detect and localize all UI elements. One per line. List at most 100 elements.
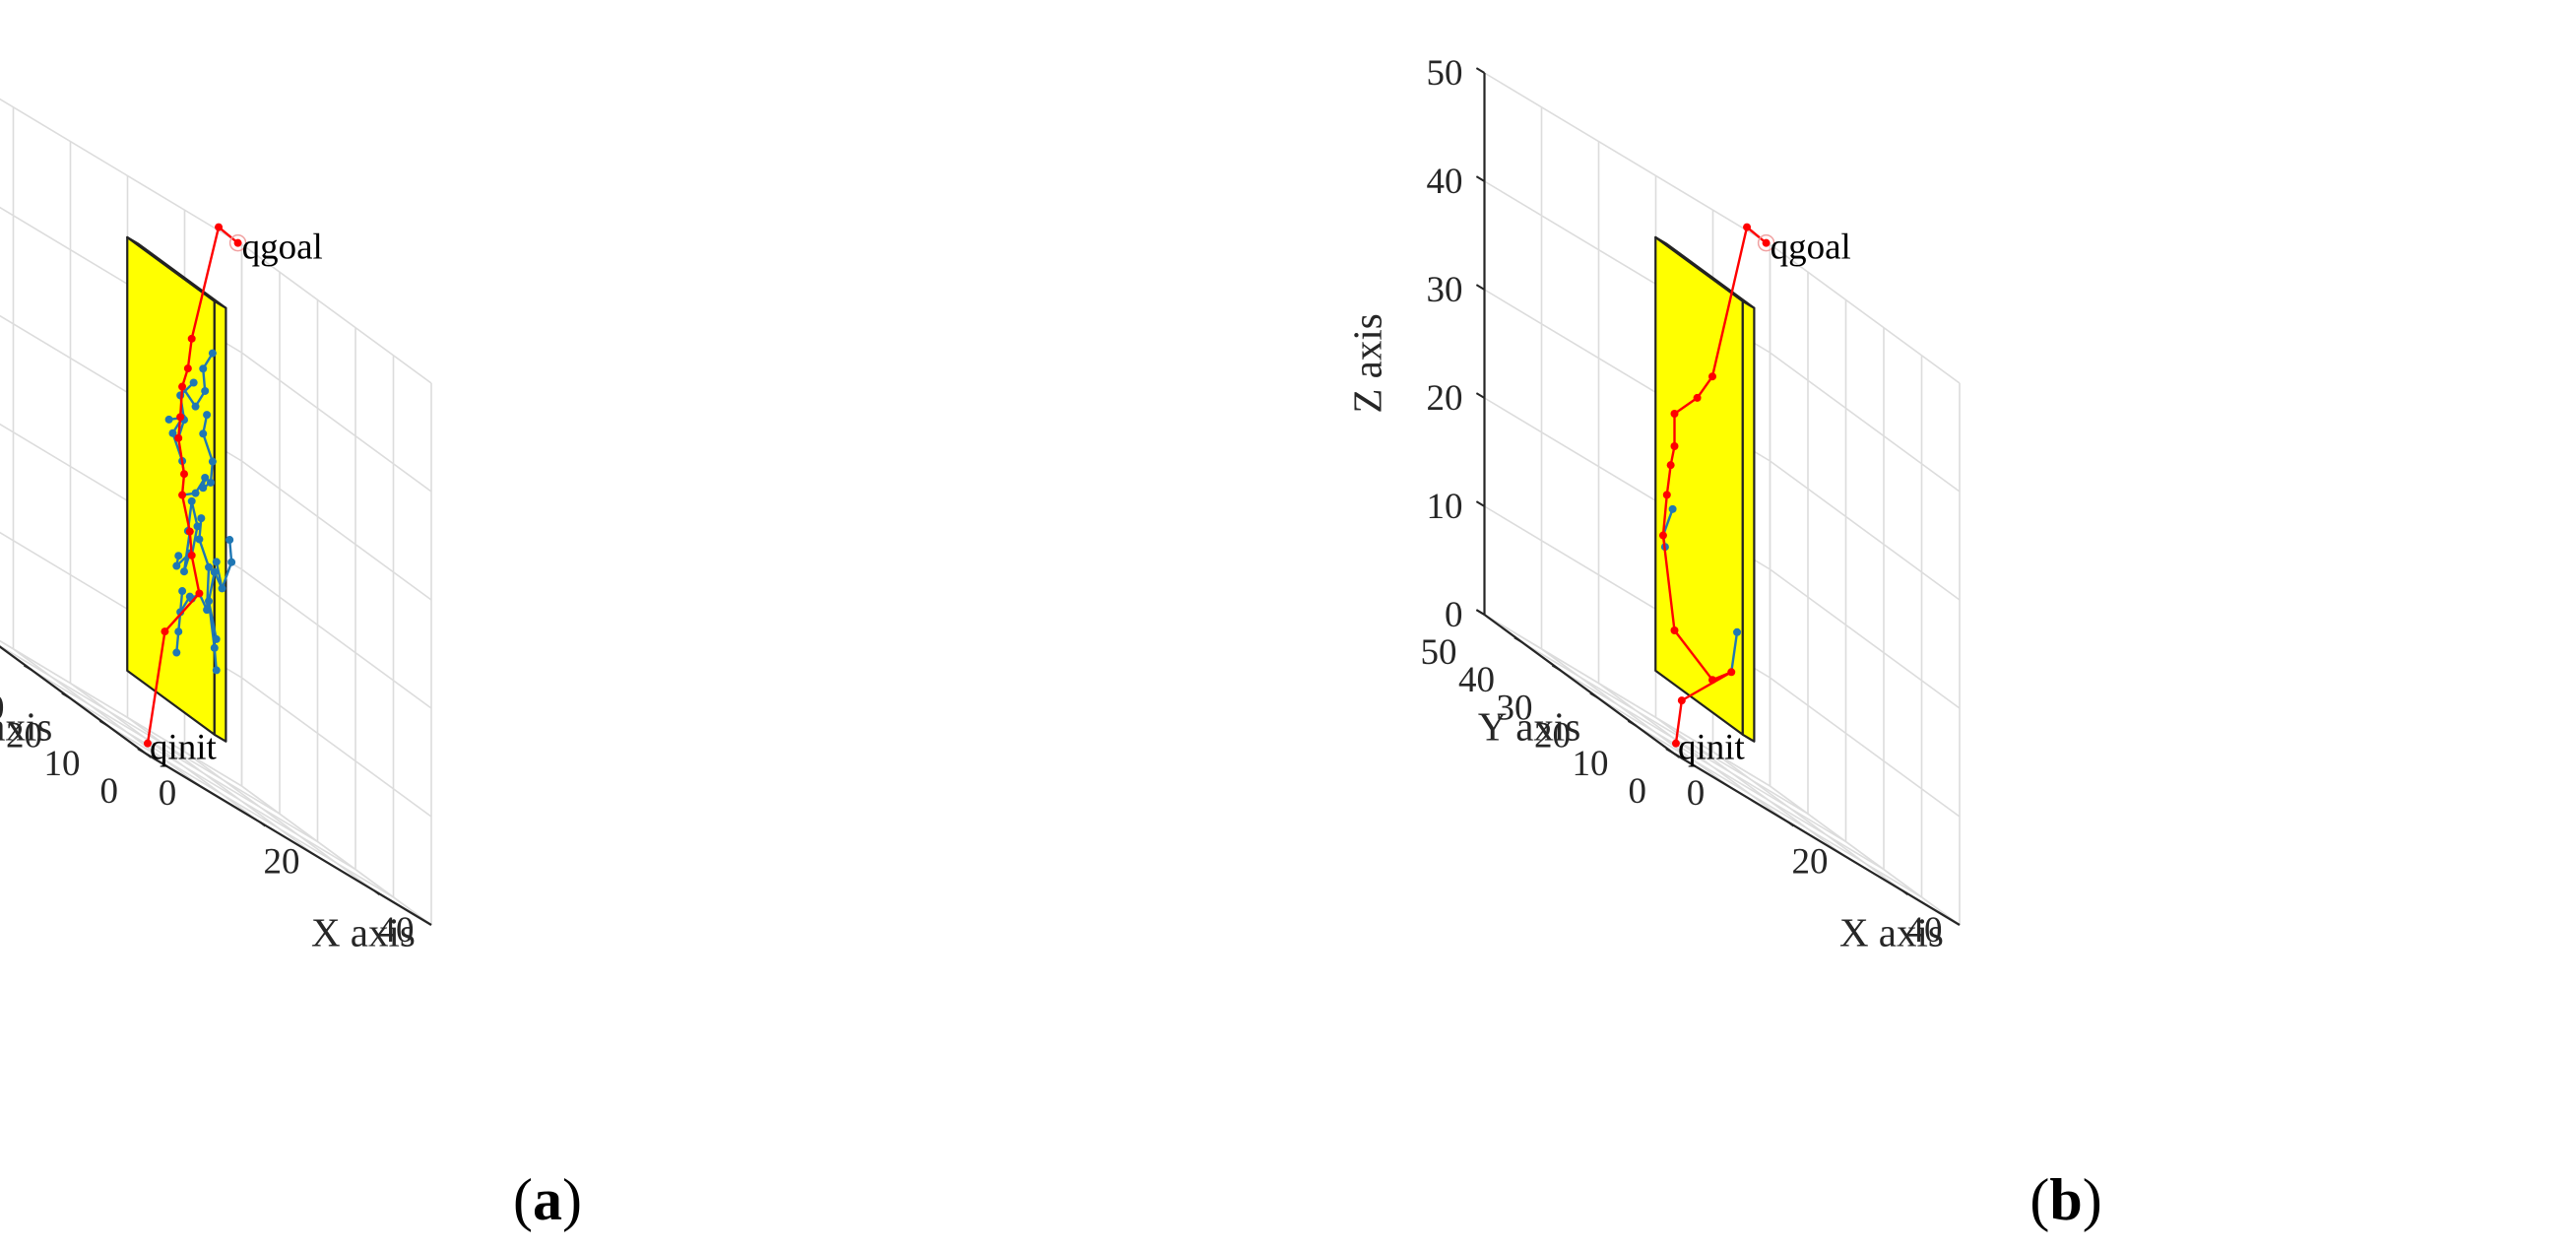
qinit-label: qinit — [1678, 728, 1746, 768]
x-axis-title: X axis — [1839, 910, 1944, 955]
path-node — [174, 433, 183, 442]
grid-line — [1597, 696, 1885, 871]
x-tick-label: 0 — [1687, 773, 1706, 814]
x-tick-mark — [1673, 753, 1680, 758]
path-node — [1670, 410, 1679, 418]
caption-close: ) — [2083, 1167, 2102, 1232]
qgoal-marker — [228, 233, 247, 252]
tree-node — [174, 552, 183, 560]
tree-node — [212, 634, 221, 643]
grid-line — [241, 677, 432, 818]
path-node — [185, 527, 194, 536]
qgoal-label: qgoal — [1771, 228, 1851, 268]
y-axis-line — [0, 645, 147, 755]
obstacle-side-face — [1741, 299, 1756, 743]
z-tick-mark — [1475, 67, 1486, 74]
tree-node — [189, 378, 198, 387]
y-tick-mark — [1513, 636, 1523, 644]
z-tick-label: 40 — [1427, 162, 1463, 202]
qgoal-marker — [1757, 233, 1775, 252]
caption-letter: b — [2049, 1167, 2082, 1232]
path-node — [161, 627, 169, 636]
tree-node — [1668, 504, 1677, 513]
path-group — [143, 223, 242, 748]
grid-line — [107, 725, 394, 898]
y-tick-label: 0 — [1629, 771, 1647, 812]
y-tick-label: 50 — [1421, 632, 1457, 673]
caption-close: ) — [562, 1167, 582, 1232]
z-tick-mark — [1475, 609, 1486, 616]
z-tick-label: 10 — [1427, 487, 1463, 527]
tree-edge — [181, 385, 197, 408]
grid-line — [69, 696, 356, 871]
tree-node — [172, 648, 181, 657]
path-node — [178, 491, 187, 499]
tree-node — [187, 496, 196, 505]
path-node — [215, 223, 224, 231]
y-tick-label: 10 — [44, 744, 81, 784]
tree-edge — [221, 561, 233, 589]
tree-edge — [207, 571, 216, 602]
grid-line — [32, 669, 318, 843]
z-tick-label: 0 — [1445, 595, 1463, 635]
grid-line — [241, 785, 432, 926]
x-axis-title: X axis — [311, 910, 416, 955]
path-node — [180, 470, 188, 479]
tree-edge — [205, 566, 211, 611]
x-tick-label: 20 — [1792, 842, 1829, 883]
path-node — [1658, 531, 1667, 540]
axes-lines — [0, 645, 432, 926]
z-tick-mark — [1475, 175, 1486, 182]
tree-node — [164, 415, 173, 424]
path-node — [187, 551, 196, 559]
x-tick-mark — [1901, 889, 1908, 895]
grid-line — [1484, 614, 1771, 787]
y-tick-label: 20 — [1534, 716, 1571, 757]
grid-line — [241, 460, 432, 601]
panel-caption: (a) — [513, 1167, 582, 1232]
grid-line — [241, 243, 432, 384]
path-node — [233, 238, 242, 247]
y-tick-mark — [1551, 664, 1562, 672]
z-tick-mark — [1475, 500, 1486, 507]
grid-line — [1770, 460, 1961, 601]
x-tick-label: 0 — [159, 773, 177, 814]
tree-node — [1733, 627, 1742, 636]
path-node — [1670, 442, 1679, 450]
y-axis-title: Y axis — [1478, 704, 1580, 750]
path-node — [178, 382, 187, 391]
tree-node — [212, 558, 221, 566]
path-node — [1666, 461, 1675, 470]
grid-line — [1484, 72, 1771, 245]
x-tick-label: 20 — [264, 842, 300, 883]
tree-edge — [190, 500, 199, 527]
path-node — [1727, 668, 1736, 677]
path-node — [1693, 393, 1702, 402]
tree-edge — [202, 432, 215, 462]
x-tick-mark — [259, 821, 266, 827]
grid-line — [1770, 568, 1961, 709]
tree-node — [212, 666, 221, 675]
y-tick-label: 40 — [1458, 660, 1495, 700]
path-node — [1662, 491, 1671, 499]
x-tick-mark — [1787, 821, 1794, 827]
x-tick-mark — [145, 753, 152, 758]
y-tick-mark — [137, 748, 147, 755]
path-node — [1762, 238, 1771, 247]
y-tick-mark — [98, 720, 109, 727]
path-line — [146, 226, 239, 744]
path-node — [187, 334, 196, 343]
x-tick-mark — [373, 889, 380, 895]
path-group — [1658, 223, 1771, 748]
z-tick-mark — [1475, 392, 1486, 399]
grid-line — [1770, 785, 1961, 926]
grid-line — [1770, 243, 1961, 384]
z-tick-mark — [1475, 284, 1486, 291]
tree-edge — [207, 601, 218, 640]
path-node — [1743, 223, 1752, 231]
x-axis-line — [1673, 753, 1961, 926]
z-tick-label: 30 — [1427, 270, 1463, 310]
panel-caption: (b) — [2029, 1167, 2101, 1232]
caption-open: ( — [2029, 1167, 2049, 1232]
